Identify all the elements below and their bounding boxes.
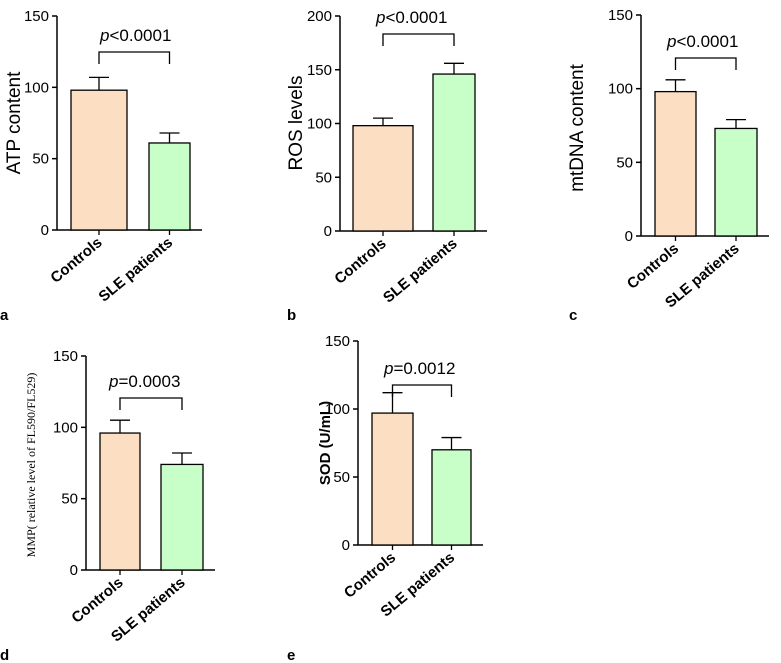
significance-bracket — [98, 51, 171, 64]
bar-controls — [654, 90, 697, 237]
p-value-label: p<0.0001 — [666, 32, 738, 51]
p-value: <0.0001 — [385, 8, 447, 27]
y-axis-label: MMP( relative level of FL590/FL529) — [24, 373, 38, 558]
category-label-controls: Controls — [47, 234, 105, 287]
panel-letter: c — [569, 307, 577, 324]
category-label-sle-patients: SLE patients — [96, 234, 177, 305]
p-symbol: p — [383, 359, 393, 378]
p-symbol: p — [375, 8, 385, 27]
p-value-label: p<0.0001 — [375, 8, 447, 27]
y-tick-label: 150 — [608, 7, 633, 24]
y-tick-label: 50 — [315, 169, 332, 186]
y-axis-label: SOD (U/mL) — [317, 401, 334, 485]
y-tick-label: 150 — [325, 333, 350, 350]
y-axis-label: ATP content — [4, 71, 25, 175]
bar-sle-patients — [431, 449, 472, 546]
y-axis-label: ROS levels — [286, 75, 307, 170]
p-value-label: p=0.0003 — [108, 372, 180, 391]
significance-bracket — [391, 384, 453, 397]
y-tick-label: 100 — [53, 419, 78, 436]
bar-sle-patients — [714, 127, 758, 237]
p-symbol: p — [99, 26, 109, 45]
bar-controls — [99, 432, 141, 571]
y-tick-label: 150 — [307, 62, 332, 79]
y-tick-label: 200 — [307, 8, 332, 25]
y-tick-label: 100 — [307, 116, 332, 133]
p-value: <0.0001 — [676, 32, 738, 51]
y-tick-label: 50 — [61, 491, 78, 508]
bar-controls — [70, 89, 128, 231]
bar-sle-patients — [432, 73, 476, 232]
category-label-sle-patients: SLE patients — [380, 235, 461, 306]
significance-bracket — [119, 397, 183, 410]
p-value: =0.0012 — [393, 359, 455, 378]
category-label-controls: Controls — [341, 549, 399, 602]
bar-sle-patients — [148, 142, 191, 231]
category-label-controls: Controls — [624, 240, 682, 293]
y-tick-label: 150 — [24, 8, 49, 25]
y-tick-label: 100 — [608, 81, 633, 98]
y-tick-label: 150 — [53, 348, 78, 365]
bar-sle-patients — [160, 463, 204, 571]
panel-letter: d — [0, 647, 9, 663]
y-tick-label: 0 — [342, 537, 350, 554]
bar-controls — [352, 125, 414, 232]
p-value-label: p=0.0012 — [383, 359, 455, 378]
y-tick-label: 0 — [324, 223, 332, 240]
category-label-controls: Controls — [68, 574, 126, 627]
y-tick-label: 50 — [32, 151, 49, 168]
y-tick-label: 100 — [325, 401, 350, 418]
p-symbol: p — [666, 32, 676, 51]
y-tick-label: 0 — [625, 228, 633, 245]
category-label-controls: Controls — [331, 235, 389, 288]
p-symbol: p — [108, 372, 118, 391]
y-tick-label: 100 — [24, 79, 49, 96]
p-value: <0.0001 — [109, 26, 171, 45]
y-axis-label: mtDNA content — [567, 63, 588, 191]
panel-letter: b — [287, 307, 296, 324]
p-value-label: p<0.0001 — [99, 26, 171, 45]
panel-letter: e — [287, 647, 295, 663]
y-tick-label: 50 — [616, 154, 633, 171]
y-tick-label: 0 — [41, 222, 49, 239]
p-value: =0.0003 — [118, 372, 180, 391]
y-tick-label: 50 — [333, 469, 350, 486]
significance-bracket — [382, 33, 455, 46]
y-tick-label: 0 — [70, 562, 78, 579]
significance-bracket — [674, 57, 737, 70]
panel-letter: a — [0, 307, 9, 324]
bar-controls — [371, 412, 414, 546]
